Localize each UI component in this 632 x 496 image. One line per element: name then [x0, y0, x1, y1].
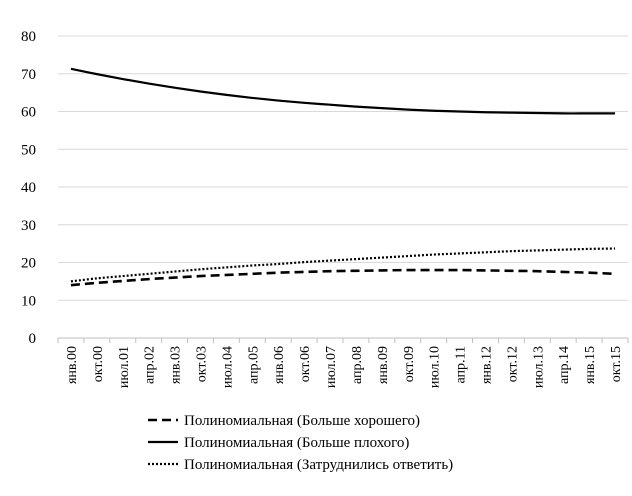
x-tick-label: окт.03 — [195, 346, 210, 382]
y-tick-label: 0 — [29, 331, 37, 347]
x-tick-label: янв.12 — [480, 346, 495, 384]
x-tick-label: янв.15 — [583, 346, 598, 384]
x-tick-label: янв.03 — [169, 346, 184, 384]
y-tick-label: 10 — [21, 293, 36, 309]
legend-label-0: Полиномиальная (Больше хорошего) — [184, 413, 420, 429]
y-tick-label: 30 — [21, 218, 36, 234]
x-tick-label: апр.02 — [143, 346, 158, 384]
x-tick-label: апр.05 — [246, 346, 261, 384]
x-tick-label: янв.06 — [272, 346, 287, 384]
legend: Полиномиальная (Больше хорошего) Полиноми… — [148, 413, 453, 473]
x-tick-label: июл.10 — [428, 346, 443, 388]
series-line-2 — [70, 247, 616, 283]
series-lines — [70, 67, 616, 287]
y-tick-label: 20 — [21, 256, 36, 272]
y-axis: 0 10 20 30 40 50 60 70 80 — [21, 29, 36, 347]
x-tick-label: окт.06 — [298, 346, 313, 382]
gridlines — [58, 35, 628, 339]
y-tick-label: 60 — [21, 105, 36, 121]
x-tick-label: окт.12 — [505, 346, 520, 382]
legend-label-1: Полиномиальная (Больше плохого) — [184, 435, 409, 451]
x-tick-label: июл.04 — [220, 346, 235, 388]
y-tick-label: 50 — [21, 142, 36, 158]
series-line-0 — [70, 268, 616, 287]
x-tick-label: июл.01 — [117, 346, 132, 388]
x-tick-label: окт.00 — [91, 346, 106, 382]
y-tick-label: 40 — [21, 180, 36, 196]
y-tick-label: 70 — [21, 67, 36, 83]
x-tick-label: янв.09 — [376, 346, 391, 384]
x-tick-label: янв.00 — [65, 346, 80, 384]
x-axis: янв.00 окт.00 июл.01 апр.02 янв.03 окт.03 июл.… — [57, 337, 629, 388]
x-tick-label: июл.07 — [324, 346, 339, 388]
series-line-1 — [70, 67, 616, 115]
legend-label-2: Полиномиальная (Затруднились ответить) — [184, 457, 453, 473]
x-tick-label: апр.11 — [454, 346, 469, 384]
x-tick-label: апр.08 — [350, 346, 365, 384]
x-tick-label: окт.15 — [609, 346, 624, 382]
x-tick-label: апр.14 — [557, 346, 572, 384]
x-tick-label: июл.13 — [531, 346, 546, 388]
x-tick-label: окт.09 — [402, 346, 417, 382]
y-tick-label: 80 — [21, 29, 36, 45]
